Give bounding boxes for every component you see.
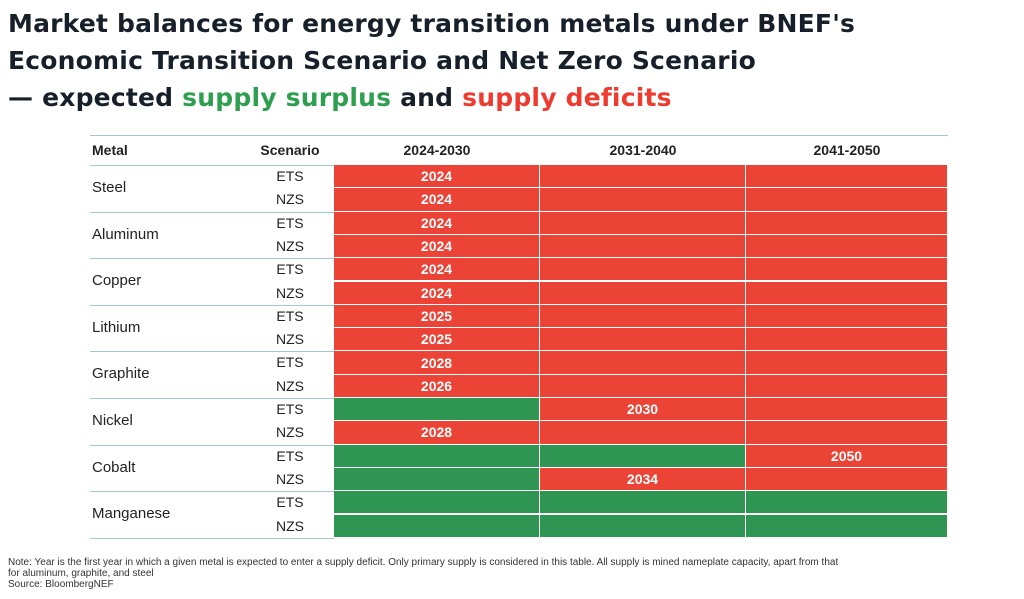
scenario-label: NZS [276, 377, 304, 394]
column-header: Metal [92, 142, 128, 158]
scenario-label: ETS [276, 354, 304, 371]
scenario-label: ETS [276, 261, 304, 278]
table-bottom-rule [90, 537, 334, 539]
metal-label: Lithium [92, 318, 141, 336]
market-balance-table: Metal Scenario 2024-2030 2031-2040 2041-2050… [90, 135, 948, 539]
column-header: 2024-2030 [403, 142, 471, 158]
metal-group-rule [90, 304, 334, 306]
column-header: 2031-2040 [609, 142, 677, 158]
balance-cell-deficit [746, 328, 948, 352]
balance-cell-surplus [334, 467, 540, 492]
metal-label: Copper [92, 272, 142, 290]
balance-cell-surplus [746, 514, 948, 538]
balance-cell-deficit [746, 281, 948, 305]
scenario-label: NZS [276, 191, 304, 208]
scenario-label: ETS [276, 168, 304, 184]
balance-cell-deficit: 2024 [334, 165, 540, 189]
scenario-label: NZS [276, 424, 304, 441]
balance-cell-surplus [540, 444, 746, 468]
balance-cell-deficit: 2024 [334, 234, 540, 259]
metal-label: Nickel [92, 412, 133, 429]
balance-cell-deficit: 2050 [746, 444, 948, 468]
balance-cell-deficit [540, 281, 746, 305]
balance-cell-deficit [746, 374, 948, 398]
balance-cell-deficit: 2026 [334, 374, 540, 398]
balance-cell-deficit [540, 165, 746, 189]
scenario-label: ETS [276, 307, 304, 324]
balance-cell-deficit: 2034 [540, 467, 746, 492]
metal-group-rule [90, 398, 334, 399]
title-line-3-mid: and [391, 83, 463, 112]
header-top-rule [90, 135, 948, 136]
scenario-label: NZS [276, 237, 304, 254]
title-line-3: — expected supply surplus and supply def… [8, 79, 1008, 116]
balance-cell-deficit: 2024 [334, 188, 540, 212]
title-line-1: Market balances for energy transition me… [8, 9, 856, 38]
balance-cell-deficit [746, 211, 948, 235]
source-line: Source: BloombergNEF [8, 579, 114, 590]
scenario-label: NZS [276, 331, 304, 348]
balance-cell-deficit [746, 467, 948, 492]
metal-group-rule [90, 258, 334, 260]
balance-cell-deficit [540, 304, 746, 329]
balance-cell-surplus [334, 514, 540, 538]
title-line-2: Economic Transition Scenario and Net Zer… [8, 46, 756, 75]
balance-cell-deficit [746, 188, 948, 212]
scenario-label: ETS [276, 494, 304, 511]
note-line-2: for aluminum, graphite, and steel [8, 568, 154, 579]
metal-label: Cobalt [92, 458, 136, 476]
balance-cell-deficit [540, 234, 746, 259]
balance-cell-deficit: 2024 [334, 211, 540, 235]
balance-cell-deficit: 2030 [540, 398, 746, 422]
metal-label: Aluminum [92, 225, 159, 243]
chart-title: Market balances for energy transition me… [8, 5, 1008, 116]
balance-cell-deficit [746, 351, 948, 375]
balance-cell-deficit: 2024 [334, 258, 540, 282]
balance-cell-deficit: 2028 [334, 351, 540, 375]
metal-label: Steel [92, 179, 127, 196]
balance-cell-deficit [540, 351, 746, 375]
metal-group-rule [90, 351, 334, 353]
scenario-label: NZS [276, 517, 304, 534]
scenario-label: ETS [276, 214, 304, 231]
column-header: 2041-2050 [813, 142, 881, 158]
balance-cell-deficit [746, 304, 948, 329]
balance-cell-deficit [746, 165, 948, 189]
scenario-label: ETS [276, 401, 304, 417]
metal-group-rule [90, 211, 334, 213]
balance-cell-deficit [540, 258, 746, 282]
balance-cell-deficit [540, 328, 746, 352]
column-header: Scenario [260, 142, 320, 158]
balance-cell-surplus [746, 491, 948, 515]
balance-cell-deficit: 2025 [334, 328, 540, 352]
footnote: Note: Year is the first year in which a … [8, 557, 1018, 590]
balance-cell-deficit [746, 421, 948, 445]
balance-cell-deficit: 2025 [334, 304, 540, 329]
balance-cell-deficit [540, 374, 746, 398]
balance-cell-deficit [540, 421, 746, 445]
metal-group-rule [90, 444, 334, 446]
metal-label: Graphite [92, 365, 150, 383]
balance-cell-deficit [540, 188, 746, 212]
scenario-label: ETS [276, 447, 304, 464]
balance-cell-deficit [540, 211, 746, 235]
balance-cell-deficit [746, 258, 948, 282]
metal-label: Manganese [92, 505, 171, 523]
balance-cell-surplus [540, 514, 746, 538]
balance-cell-surplus [334, 398, 540, 422]
balance-cell-surplus [334, 444, 540, 468]
legend-surplus-label: supply surplus [182, 83, 392, 112]
title-line-3-prefix: — expected [8, 83, 183, 112]
balance-cell-deficit: 2028 [334, 421, 540, 445]
balance-cell-deficit: 2024 [334, 281, 540, 305]
legend-deficit-label: supply deficits [462, 83, 672, 112]
balance-cell-surplus [334, 491, 540, 515]
scenario-label: NZS [276, 470, 304, 487]
scenario-label: NZS [276, 284, 304, 301]
metal-group-rule [90, 491, 334, 493]
balance-cell-deficit [746, 398, 948, 422]
note-line-1: Note: Year is the first year in which a … [8, 557, 839, 568]
balance-cell-deficit [746, 234, 948, 259]
balance-cell-surplus [540, 491, 746, 515]
